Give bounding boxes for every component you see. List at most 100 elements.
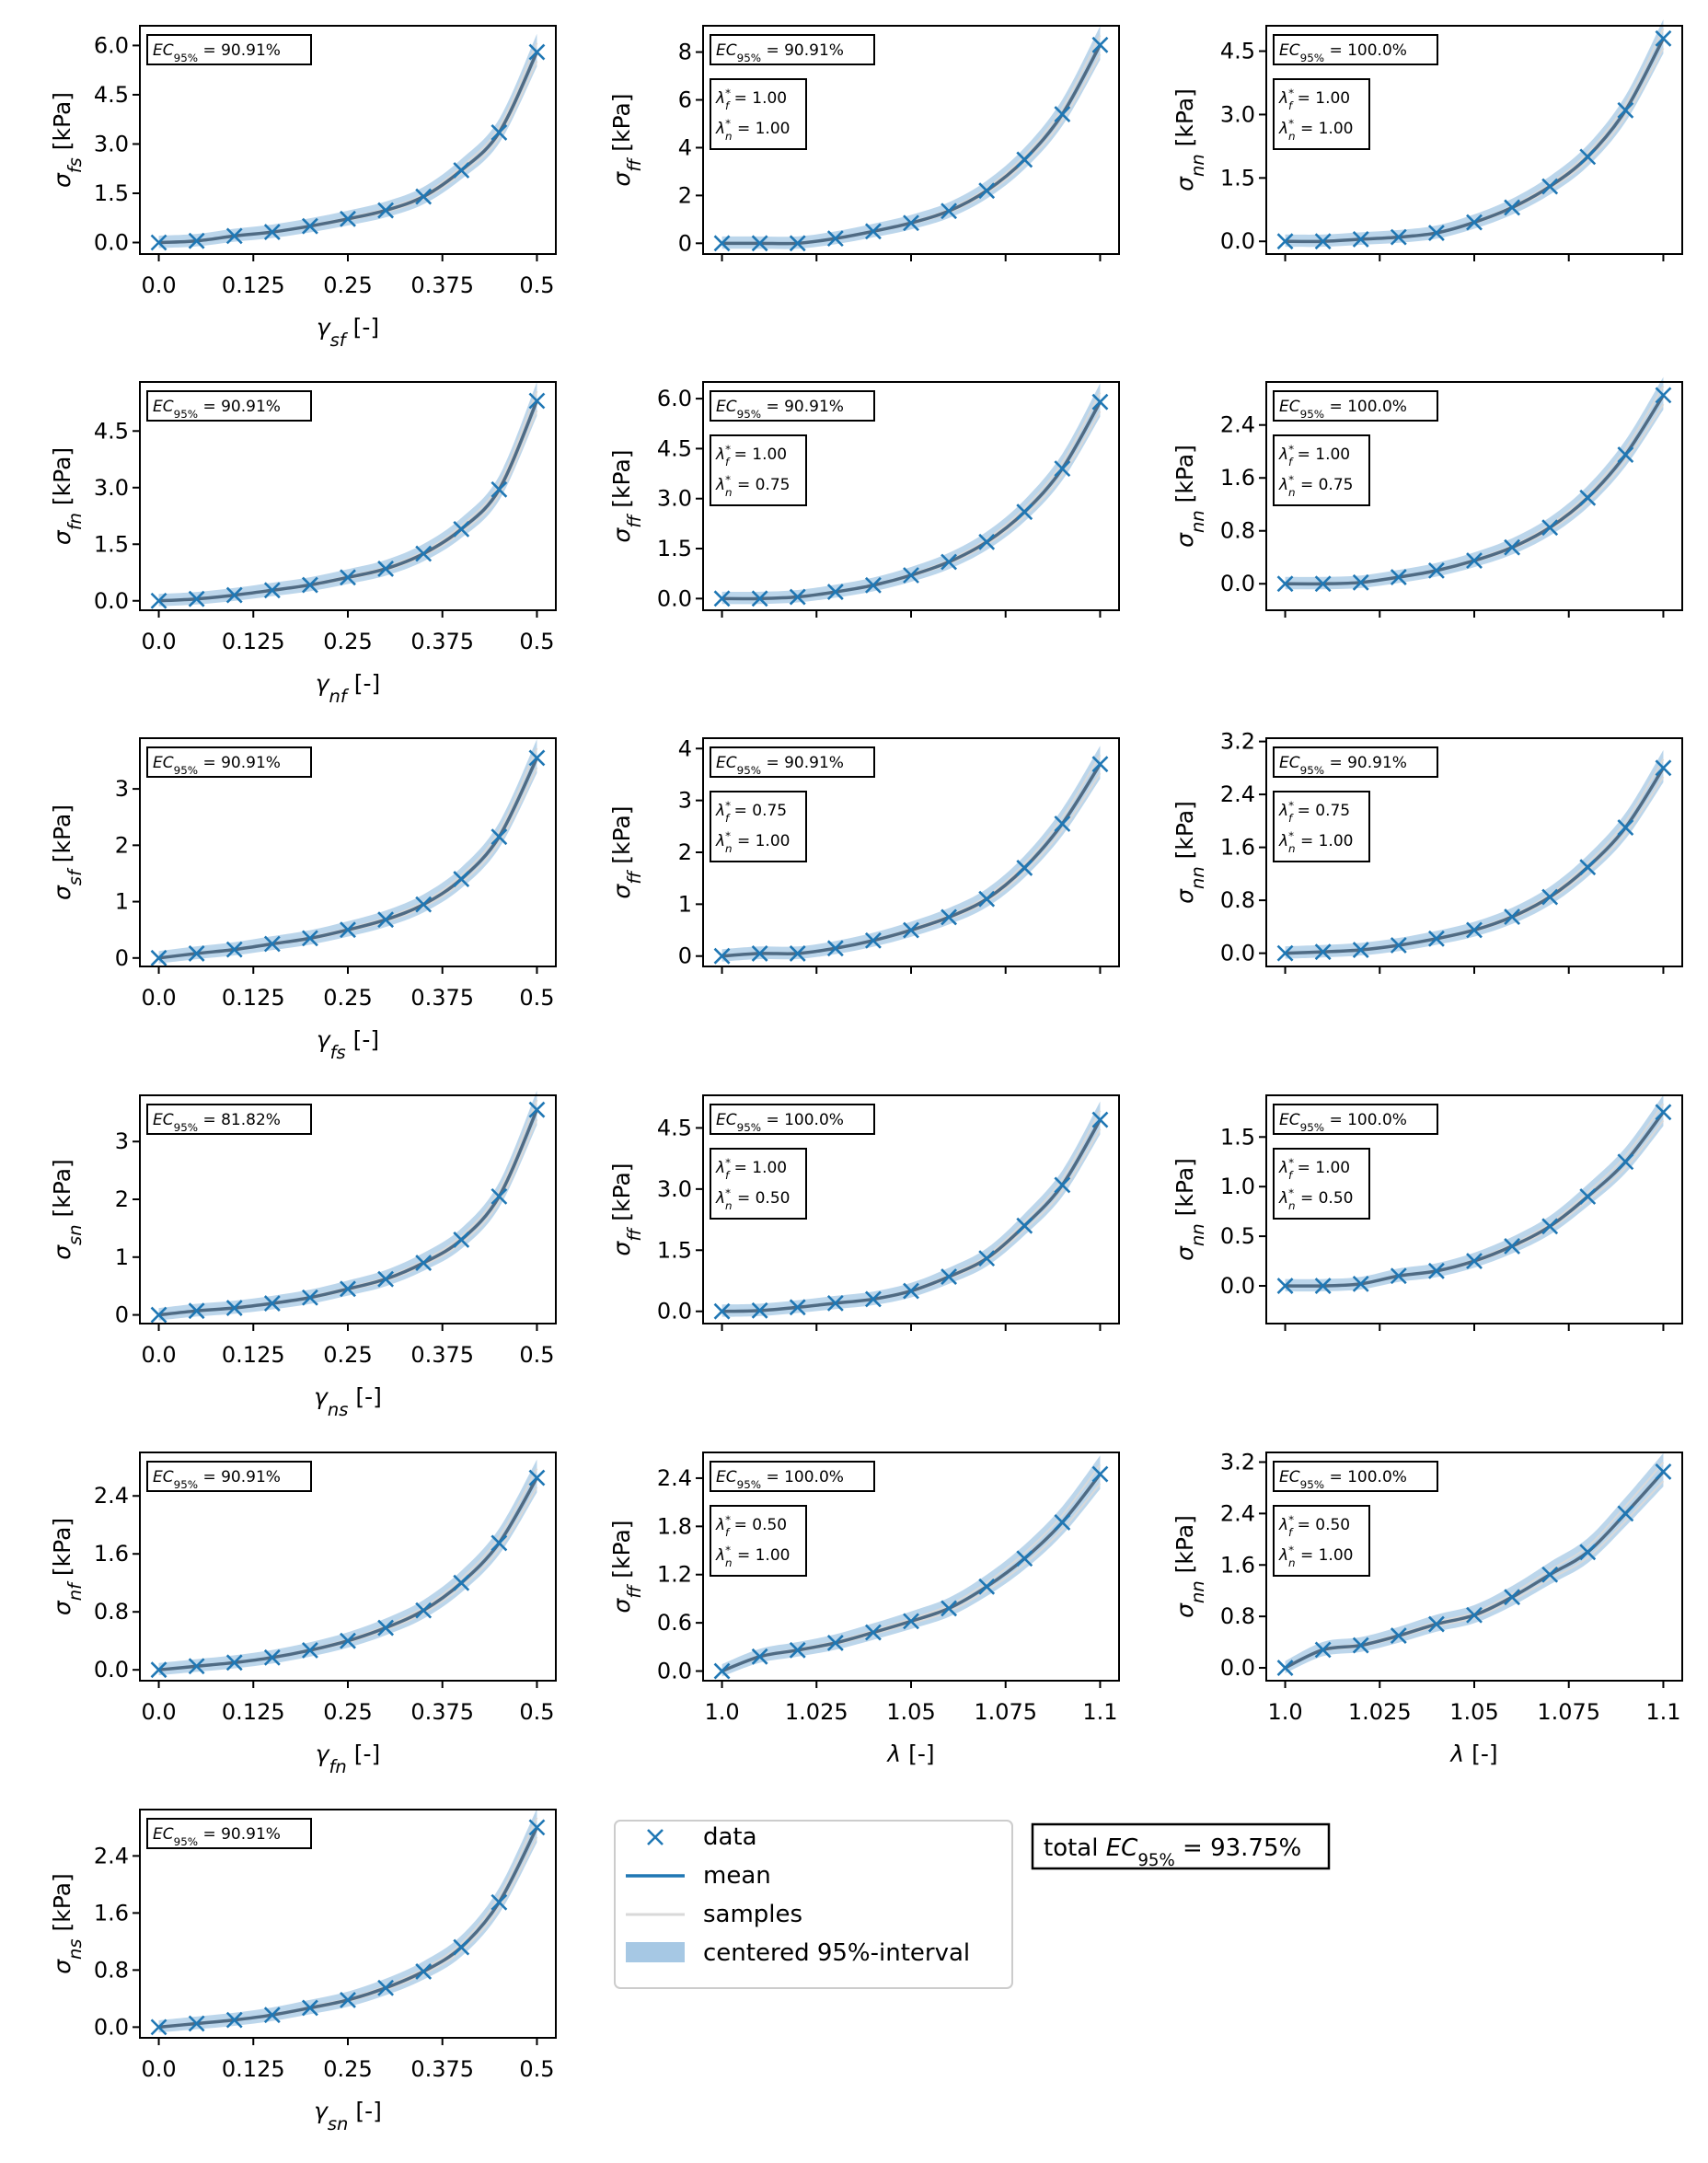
data-point: [340, 569, 356, 586]
data-point: [1579, 1188, 1597, 1205]
ec-box: [1273, 34, 1438, 65]
data-point: [301, 576, 318, 594]
total-ec: total EC95% = 93.75%: [1031, 1822, 1331, 1870]
data-point: [1091, 36, 1109, 53]
y-axis-label: σff [kPa]: [608, 1162, 645, 1255]
y-axis-label: σns [kPa]: [49, 1873, 86, 1974]
total-ec-label: total EC95% = 93.75%: [1044, 1834, 1301, 1870]
y-axis-label: σnn [kPa]: [1171, 445, 1208, 548]
lambda-annotation: λ* f = 1.00: [715, 443, 787, 468]
credible-band: [158, 33, 537, 249]
y-tick-label: 2.4: [1220, 412, 1255, 438]
y-tick-label: 0: [678, 230, 692, 256]
subplot-0: 0.0 1.5 3.0 4.5 6.0 0.0 0.125 0.25 0.375 0.5 σfs […: [49, 25, 557, 351]
ec-annotation: EC95% = 90.91%: [716, 398, 844, 421]
data-point: [1276, 575, 1294, 593]
y-axis-label: σfs [kPa]: [49, 92, 86, 188]
data-point: [941, 1268, 958, 1285]
data-point: [941, 202, 958, 220]
x-tick-label: 0.5: [519, 2056, 554, 2082]
ec-annotation: EC95% = 90.91%: [153, 398, 281, 421]
data-point: [1504, 1237, 1521, 1255]
ec-annotation: EC95% = 90.91%: [153, 1825, 281, 1848]
data-point: [713, 1302, 731, 1320]
data-point: [941, 1600, 958, 1617]
data-point: [263, 2007, 281, 2024]
legend-marker-data: [647, 1829, 664, 1845]
data-point: [188, 232, 205, 249]
x-tick-label: 0.375: [410, 1342, 474, 1368]
data-point: [789, 235, 806, 252]
y-tick-label: 2.4: [94, 1483, 129, 1509]
data-point: [528, 749, 546, 767]
data-point: [789, 588, 806, 606]
x-axis-label: γsf [-]: [317, 314, 379, 351]
y-tick-label: 4.5: [657, 1115, 692, 1140]
y-tick-label: 0.8: [94, 1957, 129, 1983]
subplot-9: 0 1 2 3 0.0 0.125 0.25 0.375 0.5 σsn [kPa] γns [-]…: [49, 1090, 557, 1420]
y-axis-label: σnn [kPa]: [1171, 801, 1208, 904]
data-point: [225, 2011, 243, 2029]
lambda-annotation: λ* f = 0.50: [715, 1513, 787, 1539]
ec-box: [146, 34, 312, 65]
y-tick-label: 4.5: [94, 418, 129, 444]
data-point: [1655, 1463, 1672, 1480]
data-point: [713, 235, 731, 252]
data-point: [1655, 759, 1672, 777]
data-point: [1427, 561, 1445, 579]
data-point: [751, 235, 768, 252]
ec-annotation: EC95% = 100.0%: [716, 1468, 844, 1491]
data-point: [263, 935, 281, 953]
lambda-annotation: λ* f = 1.00: [715, 87, 787, 112]
x-tick-label: 0.375: [410, 272, 474, 298]
x-axis-label: γns [-]: [314, 1383, 382, 1420]
data-point: [263, 1295, 281, 1312]
data-point: [490, 480, 508, 498]
lambda-annotation: λ* f = 0.50: [1278, 1513, 1350, 1539]
y-tick-label: 0.8: [94, 1599, 129, 1625]
data-point: [1541, 1218, 1559, 1235]
data-point: [225, 1300, 243, 1316]
y-tick-label: 2: [115, 1186, 129, 1212]
data-point: [1314, 233, 1332, 250]
lambda-box: [1273, 1148, 1370, 1220]
y-axis-label: σff [kPa]: [608, 805, 645, 898]
data-point: [1427, 225, 1445, 241]
data-point: [377, 560, 395, 577]
data-point: [1276, 1660, 1294, 1676]
y-tick-label: 2.4: [1220, 781, 1255, 807]
y-tick-label: 1: [115, 889, 129, 915]
data-point: [1579, 148, 1597, 166]
data-point: [1352, 942, 1369, 958]
data-point: [1352, 573, 1369, 591]
ec-annotation: EC95% = 100.0%: [1279, 398, 1407, 421]
data-point: [415, 545, 433, 562]
data-point: [1655, 29, 1672, 47]
y-axis-label: σsf [kPa]: [49, 804, 86, 900]
data-point: [826, 584, 844, 601]
x-tick-label: 0.125: [222, 1342, 285, 1368]
data-point: [751, 1648, 768, 1665]
data-point: [1276, 233, 1294, 250]
ec-annotation: EC95% = 81.82%: [153, 1111, 281, 1134]
mean-line: [158, 1109, 539, 1317]
subplot-2: 0.0 1.5 3.0 4.5 σnn [kPa] EC95% = 100.0% λ* f =…: [1171, 19, 1683, 261]
data-point: [1352, 231, 1369, 248]
data-point: [490, 1893, 508, 1911]
data-point: [453, 1232, 470, 1248]
y-tick-label: 1.6: [94, 1541, 129, 1567]
data-point: [1541, 1566, 1559, 1583]
data-point: [903, 921, 919, 939]
lambda-annotation: λ* f = 0.75: [715, 799, 787, 825]
data-point: [1617, 819, 1634, 836]
data-point: [490, 1187, 508, 1205]
y-tick-label: 2: [115, 832, 129, 858]
y-tick-label: 0.0: [94, 2014, 129, 2040]
data-point: [1016, 503, 1033, 521]
data-point: [1579, 1544, 1597, 1561]
data-point: [789, 944, 806, 962]
data-point: [188, 1658, 205, 1675]
ec-box: [1273, 1104, 1438, 1135]
y-tick-label: 2.4: [94, 1843, 129, 1868]
data-point: [1390, 1267, 1407, 1285]
